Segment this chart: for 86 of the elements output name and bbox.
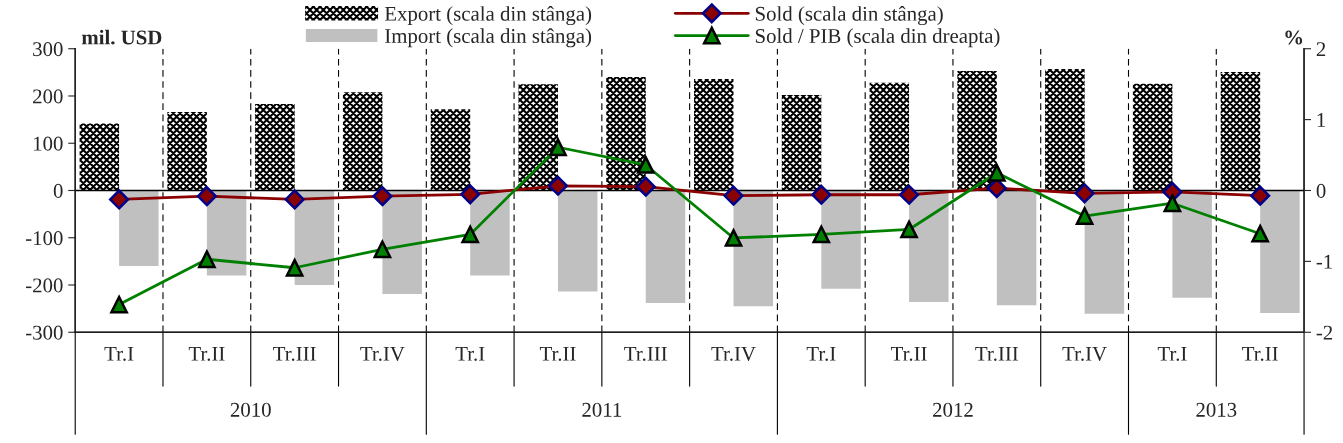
bar <box>869 82 910 191</box>
y2-tick-label: 0 <box>1316 183 1326 198</box>
bar <box>1220 71 1261 191</box>
bar <box>430 109 471 191</box>
bar <box>1084 190 1125 314</box>
legend-label: Sold / PIB (scala din dreapta) <box>755 28 1000 48</box>
x-tick-label: Tr.IV <box>360 346 405 361</box>
y-tick-label: -100 <box>25 231 63 246</box>
y-tick-label: 200 <box>33 89 63 104</box>
x-tick-label: Tr.III <box>975 346 1019 361</box>
x-tick-label: Tr.IV <box>1062 346 1107 361</box>
point <box>109 189 130 210</box>
point <box>549 138 567 157</box>
point <box>197 250 216 269</box>
bar <box>167 112 207 191</box>
bar <box>694 78 734 191</box>
text: 2010 <box>230 402 271 417</box>
point <box>900 220 918 239</box>
y-tick-label: -300 <box>25 325 63 340</box>
point <box>635 176 656 197</box>
bar <box>733 190 774 307</box>
y2-tick-label: -2 <box>1316 325 1333 340</box>
x-tick-label: Tr.II <box>1242 346 1278 361</box>
x-tick-label: Tr.I <box>104 346 134 361</box>
text: 2011 <box>582 402 622 417</box>
point <box>285 258 304 277</box>
bar <box>518 84 558 191</box>
y-tick-label: 100 <box>33 136 63 151</box>
bar <box>821 190 861 289</box>
point <box>547 175 569 196</box>
legend-label: Export (scala din stânga) <box>384 6 592 26</box>
bar <box>996 190 1037 306</box>
point <box>372 186 393 207</box>
y-tick-label: -200 <box>25 278 63 293</box>
bar <box>1045 69 1085 191</box>
bar <box>781 95 822 191</box>
bar <box>79 123 120 191</box>
point <box>1251 224 1270 243</box>
x-tick-label: Tr.III <box>273 346 316 361</box>
bar <box>1132 83 1173 191</box>
point <box>110 295 128 314</box>
x-tick-label: Tr.II <box>539 346 576 361</box>
point <box>811 184 832 205</box>
y-tick-label: 300 <box>33 42 63 57</box>
bar <box>909 190 949 303</box>
bar <box>1172 190 1212 298</box>
point <box>1074 183 1095 204</box>
x-tick-label: Tr.II <box>891 346 927 361</box>
point <box>723 185 744 206</box>
y2-tick-label: 2 <box>1316 42 1326 56</box>
x-tick-label: Tr.IV <box>711 346 756 361</box>
point <box>196 186 217 207</box>
point <box>373 240 392 259</box>
bar <box>255 104 295 191</box>
point <box>460 184 481 205</box>
bar <box>645 190 686 303</box>
point <box>636 156 655 174</box>
x-tick-label: Tr.I <box>455 346 485 361</box>
point <box>987 163 1006 182</box>
bar <box>342 92 383 191</box>
point <box>461 225 480 244</box>
point <box>812 225 831 244</box>
bar <box>606 77 646 191</box>
x-tick-label: Tr.I <box>1157 346 1187 361</box>
x-tick-label: Tr.I <box>806 346 836 361</box>
bar <box>119 190 159 267</box>
y2-axis-title: % <box>1285 30 1303 45</box>
y2-tick-label: -1 <box>1316 254 1332 269</box>
y-tick-label: 0 <box>53 183 63 198</box>
bar <box>1260 190 1300 313</box>
x-tick-label: Tr.III <box>624 346 667 361</box>
x-tick-label: Tr.II <box>188 346 225 361</box>
bar <box>957 70 997 191</box>
text: 2013 <box>1196 402 1237 417</box>
y-axis-title: mil. USD <box>81 29 162 45</box>
bar <box>557 190 598 292</box>
point <box>1250 185 1271 206</box>
point <box>724 229 743 247</box>
point <box>284 189 305 210</box>
text: 2012 <box>933 402 973 417</box>
y2-tick-label: 1 <box>1317 113 1326 127</box>
point <box>898 184 920 205</box>
legend-label: Import (scala din stânga) <box>385 28 592 48</box>
point <box>1075 207 1094 225</box>
legend-label: Sold (scala din stânga) <box>755 6 943 26</box>
point <box>1163 194 1182 213</box>
